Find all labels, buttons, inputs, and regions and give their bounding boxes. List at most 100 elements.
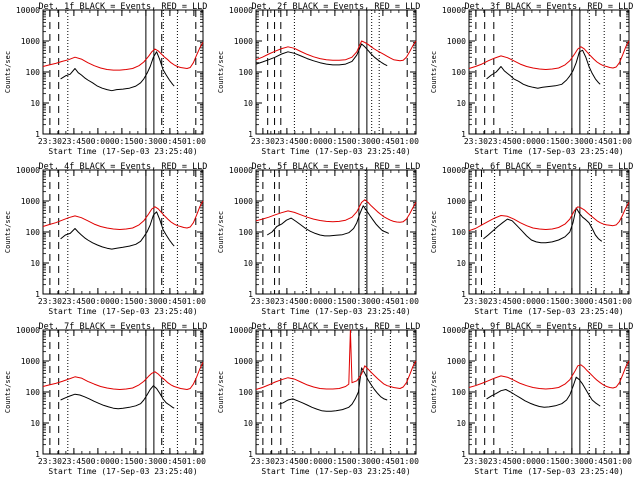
lld-series-line <box>255 40 417 62</box>
x-axis-label: Start Time (17-Sep-03 23:25:40) <box>48 147 197 156</box>
x-tick-label: 00:45 <box>371 137 395 146</box>
x-tick-label: 00:00 <box>512 457 536 466</box>
x-tick-label: 23:45 <box>488 457 512 466</box>
x-tick-label: 00:30 <box>134 297 158 306</box>
x-axis: 23:30 23:45 00:00 00:15 00:30 00:45 01:00 <box>38 170 206 306</box>
marker-lines <box>49 10 197 134</box>
x-tick-label: 23:45 <box>62 137 86 146</box>
y-tick-label: 10 <box>243 99 253 108</box>
x-tick-label: 00:30 <box>347 457 371 466</box>
y-tick-label: 10000 <box>229 326 253 335</box>
panel-title: Det. 4f BLACK = Events, RED = LLD <box>39 162 208 172</box>
plot-frame <box>42 169 204 295</box>
x-tick-label: 00:45 <box>584 297 608 306</box>
x-tick-label: 00:00 <box>86 297 110 306</box>
y-tick-label: 10 <box>30 259 40 268</box>
y-tick-label: 10000 <box>16 326 40 335</box>
y-tick-label: 100 <box>239 228 254 237</box>
x-tick-label: 00:15 <box>110 137 134 146</box>
y-axis: 1 10 100 1000 10000 <box>442 326 629 459</box>
y-axis: 1 10 100 1000 10000 <box>442 6 629 139</box>
events-series-line <box>486 49 601 89</box>
plot-frame <box>255 329 417 455</box>
x-tick-label: 23:30 <box>464 297 488 306</box>
y-tick-label: 1000 <box>234 197 253 206</box>
marker-lines <box>49 330 197 454</box>
y-tick-label: 10000 <box>442 166 466 175</box>
x-tick-label: 01:00 <box>395 457 419 466</box>
y-axis-label: Counts/sec <box>430 51 438 93</box>
x-tick-label: 01:00 <box>608 137 632 146</box>
y-tick-label: 10 <box>30 419 40 428</box>
y-tick-label: 100 <box>26 228 41 237</box>
y-tick-label: 1000 <box>447 197 466 206</box>
x-tick-label: 00:45 <box>371 297 395 306</box>
y-tick-label: 10000 <box>229 6 253 15</box>
x-tick-label: 00:30 <box>134 137 158 146</box>
x-axis: 23:30 23:45 00:00 00:15 00:30 00:45 01:00 <box>251 330 419 466</box>
x-tick-label: 23:45 <box>488 297 512 306</box>
y-axis: 1 10 100 1000 10000 <box>229 166 416 299</box>
x-axis-label: Start Time (17-Sep-03 23:25:40) <box>261 307 410 316</box>
marker-lines <box>262 170 408 294</box>
plot-frame <box>468 169 630 295</box>
y-tick-label: 10000 <box>442 6 466 15</box>
plot-frame <box>42 9 204 135</box>
x-tick-label: 23:45 <box>62 457 86 466</box>
x-tick-label: 00:30 <box>560 457 584 466</box>
y-tick-label: 1000 <box>21 357 40 366</box>
panel-title: Det. 2f BLACK = Events, RED = LLD <box>252 2 421 12</box>
x-tick-label: 00:15 <box>536 297 560 306</box>
panel-title: Det. 8f BLACK = Events, RED = LLD <box>252 322 421 332</box>
x-tick-label: 23:30 <box>251 457 275 466</box>
y-axis-label: Counts/sec <box>4 51 12 93</box>
x-tick-label: 00:00 <box>299 457 323 466</box>
x-axis: 23:30 23:45 00:00 00:15 00:30 00:45 01:00 <box>464 170 632 306</box>
plot-frame <box>468 329 630 455</box>
x-tick-label: 23:30 <box>464 457 488 466</box>
y-tick-label: 10000 <box>16 166 40 175</box>
x-axis: 23:30 23:45 00:00 00:15 00:30 00:45 01:00 <box>38 330 206 466</box>
y-axis-label: Counts/sec <box>4 371 12 413</box>
x-tick-label: 00:45 <box>371 457 395 466</box>
lld-series-line <box>255 329 417 390</box>
y-tick-label: 1000 <box>447 37 466 46</box>
panel-title: Det. 7f BLACK = Events, RED = LLD <box>39 322 208 332</box>
marker-lines <box>475 10 621 134</box>
x-tick-label: 01:00 <box>395 297 419 306</box>
y-tick-label: 10 <box>456 99 466 108</box>
marker-lines <box>475 170 623 294</box>
x-tick-label: 00:30 <box>560 297 584 306</box>
y-tick-label: 100 <box>26 68 41 77</box>
x-axis: 23:30 23:45 00:00 00:15 00:30 00:45 01:00 <box>464 330 632 466</box>
plot-frame <box>255 169 417 295</box>
x-axis-label: Start Time (17-Sep-03 23:25:40) <box>48 467 197 476</box>
x-tick-label: 00:15 <box>110 457 134 466</box>
x-axis-label: Start Time (17-Sep-03 23:25:40) <box>474 307 623 316</box>
x-tick-label: 01:00 <box>182 457 206 466</box>
y-tick-label: 100 <box>239 68 254 77</box>
x-tick-label: 23:30 <box>251 297 275 306</box>
y-axis-label: Counts/sec <box>430 211 438 253</box>
y-tick-label: 10 <box>243 419 253 428</box>
x-tick-label: 01:00 <box>182 297 206 306</box>
x-tick-label: 00:45 <box>158 137 182 146</box>
x-tick-label: 23:30 <box>38 457 62 466</box>
x-tick-label: 23:45 <box>488 137 512 146</box>
x-axis-label: Start Time (17-Sep-03 23:25:40) <box>261 467 410 476</box>
x-tick-label: 00:15 <box>536 457 560 466</box>
y-tick-label: 10000 <box>16 6 40 15</box>
events-series-line <box>486 376 601 408</box>
y-axis-label: Counts/sec <box>217 51 225 93</box>
y-tick-label: 1000 <box>21 37 40 46</box>
y-tick-label: 1 <box>248 130 253 139</box>
events-series-line <box>60 211 175 250</box>
x-tick-label: 00:45 <box>584 137 608 146</box>
y-tick-label: 10 <box>456 419 466 428</box>
